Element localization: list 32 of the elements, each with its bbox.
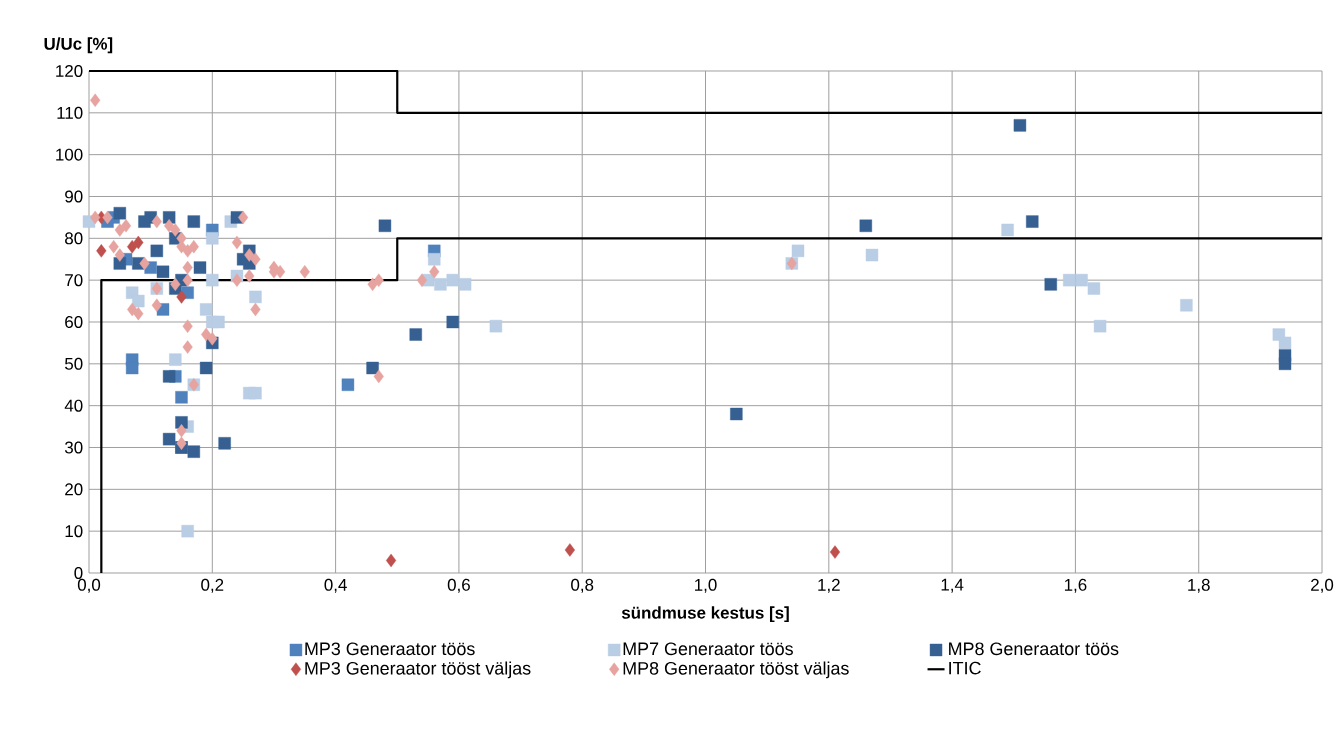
y-tick-label: 60: [65, 315, 83, 328]
y-tick-label: 40: [64, 399, 83, 412]
x-tick-label: 0,2: [201, 578, 224, 593]
y-axis-title: U/Uc [%]: [44, 37, 113, 54]
x-axis-title: sündmuse kestus [s]: [621, 606, 789, 623]
x-tick-label: 0,4: [324, 578, 347, 593]
y-tick-label: 100: [56, 148, 83, 161]
y-tick-label: 50: [64, 357, 83, 370]
legend-label: MP8 Generaator töös: [949, 642, 1119, 656]
x-tick-label: 2,0: [1311, 578, 1334, 593]
y-tick-label: 70: [65, 274, 83, 287]
x-tick-label: 1,8: [1188, 578, 1210, 593]
x-tick-label: 1,0: [695, 578, 717, 593]
legend-label: MP7 Generaator töös: [623, 642, 793, 656]
x-tick-label: 0,0: [77, 578, 101, 593]
legend-label: MP3 Generaator töös: [305, 642, 475, 656]
legend-label: MP8 Generaator tööst väljas: [623, 661, 849, 679]
y-tick-label: 90: [65, 190, 83, 203]
y-tick-label: 20: [65, 483, 83, 496]
y-tick-label: 120: [56, 64, 83, 77]
x-tick-label: 1,4: [941, 578, 964, 593]
x-tick-label: 0,8: [571, 578, 594, 593]
y-tick-label: 0: [74, 567, 83, 579]
legend-label: MP3 Generaator tööst väljas: [305, 661, 531, 679]
x-tick-label: 1,2: [818, 578, 840, 593]
x-tick-label: 0,6: [447, 578, 470, 593]
y-tick-label: 80: [65, 232, 83, 245]
y-tick-label: 110: [57, 106, 83, 119]
y-tick-label: 30: [64, 441, 83, 454]
legend-label: ITIC: [949, 661, 981, 675]
x-tick-label: 1,6: [1064, 578, 1087, 593]
y-tick-label: 10: [65, 525, 83, 538]
